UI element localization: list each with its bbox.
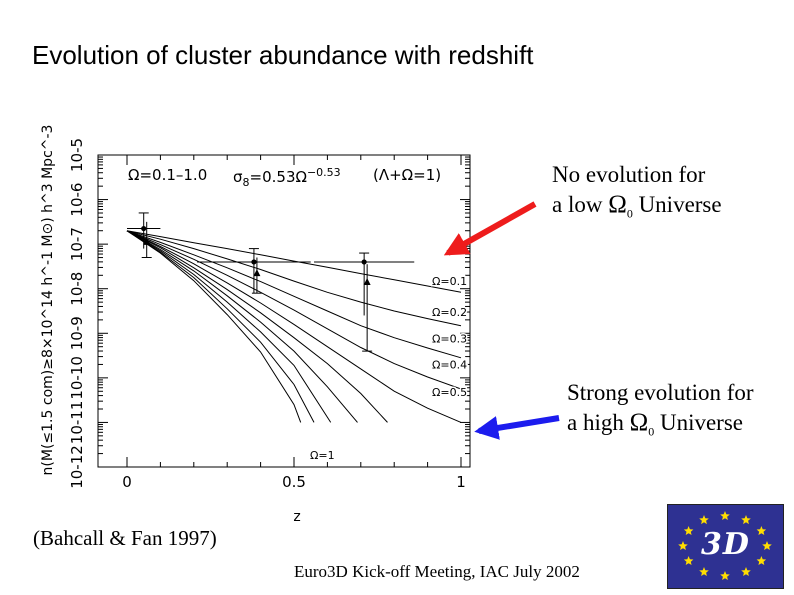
- curve-label: Ω=1: [310, 449, 335, 462]
- chart-axes: [97, 154, 471, 468]
- curve-0-3: [126, 230, 462, 359]
- note-high-line1: Strong evolution for: [567, 380, 754, 405]
- omega-subscript: 0: [648, 424, 655, 439]
- footer: Euro3D Kick-off Meeting, IAC July 2002: [294, 562, 580, 581]
- y-tick-label: 10-9: [68, 316, 86, 350]
- curve-label: Ω=0.4: [432, 359, 467, 372]
- omega-subscript: 0: [626, 206, 633, 221]
- note-low-line2: a low Ω0 Universe: [552, 190, 722, 229]
- arrow-low-omega: [443, 201, 537, 256]
- curve-label: Ω=0.3: [432, 333, 467, 346]
- y-tick-label: 10-8: [68, 272, 86, 306]
- chart-sigma-relation: σ8=0.53Ω−0.53: [233, 166, 341, 189]
- note-high-suffix: Universe: [654, 410, 743, 435]
- logo-star: [678, 541, 688, 550]
- arrow-high-omega: [474, 415, 560, 440]
- chart-lambda-note: (Λ+Ω=1): [373, 166, 441, 184]
- data-point-triangle: [363, 278, 371, 286]
- curve-0-9: [126, 230, 315, 423]
- curve-0-8: [126, 230, 332, 423]
- curve-0-2: [126, 230, 462, 327]
- plot-frame: [97, 154, 471, 468]
- logo-star: [756, 526, 767, 535]
- logo-star: [741, 567, 751, 576]
- curve-1-0: [126, 230, 302, 423]
- data-point-triangle: [253, 269, 261, 277]
- logo-text: 3D: [701, 527, 750, 562]
- omega-symbol: Ω: [608, 191, 627, 218]
- curve-0-5: [126, 230, 462, 423]
- y-axis-label: n(M(≤1.5 com)≥8×10^14 h^-1 M⊙) h^3 Mpc^-…: [40, 125, 56, 476]
- logo-star: [720, 511, 730, 520]
- logo-star: [683, 556, 694, 565]
- data-point-triangle: [143, 237, 151, 245]
- logo-star: [720, 571, 730, 580]
- y-tick-label: 10-12: [68, 445, 86, 489]
- star-ring-icon: [678, 511, 772, 580]
- y-tick-label: 10-7: [68, 227, 86, 261]
- curve-label: Ω=0.1: [432, 275, 467, 288]
- note-low-omega: No evolution for a low Ω0 Universe: [552, 160, 722, 229]
- curve-label: Ω=0.2: [432, 306, 467, 319]
- slide-title: Evolution of cluster abundance with reds…: [32, 40, 534, 70]
- logo-star: [699, 567, 709, 576]
- citation: (Bahcall & Fan 1997): [33, 526, 217, 550]
- logo-star: [756, 556, 767, 565]
- logo-star: [683, 526, 694, 535]
- annotation-arrows: [443, 201, 560, 440]
- note-low-line1: No evolution for: [552, 162, 706, 187]
- logo-star: [762, 541, 772, 550]
- chart-series-group: [126, 230, 462, 423]
- curve-label: Ω=0.5: [432, 386, 467, 399]
- x-tick-label: 0: [122, 473, 132, 491]
- curve-0-1: [126, 230, 462, 293]
- note-high-prefix: a high: [567, 410, 630, 435]
- x-tick-label: 0.5: [282, 473, 306, 491]
- note-high-omega: Strong evolution for a high Ω0 Universe: [567, 378, 754, 447]
- euro3d-logo: 3D: [667, 504, 784, 589]
- y-tick-label: 10-6: [68, 183, 86, 217]
- note-low-suffix: Universe: [632, 192, 722, 217]
- y-tick-label: 10-5: [68, 138, 86, 172]
- x-axis-label: z: [293, 509, 300, 525]
- chart-observations: [127, 212, 415, 352]
- curve-0-7: [126, 230, 358, 423]
- data-point-circle: [141, 225, 147, 232]
- y-tick-label: 10-11: [68, 401, 86, 445]
- data-point-circle: [361, 259, 367, 265]
- x-tick-label: 1: [456, 473, 466, 491]
- logo-star: [699, 515, 709, 525]
- omega-symbol: Ω: [629, 409, 649, 436]
- data-point-circle: [251, 259, 257, 265]
- chart-omega-range: Ω=0.1–1.0: [128, 166, 207, 184]
- note-low-prefix: a low: [552, 192, 609, 217]
- note-high-line2: a high Ω0 Universe: [567, 408, 754, 447]
- curve-0-6: [126, 230, 388, 423]
- logo-star: [741, 515, 751, 525]
- y-tick-label: 10-10: [68, 356, 86, 400]
- curve-0-4: [126, 230, 462, 390]
